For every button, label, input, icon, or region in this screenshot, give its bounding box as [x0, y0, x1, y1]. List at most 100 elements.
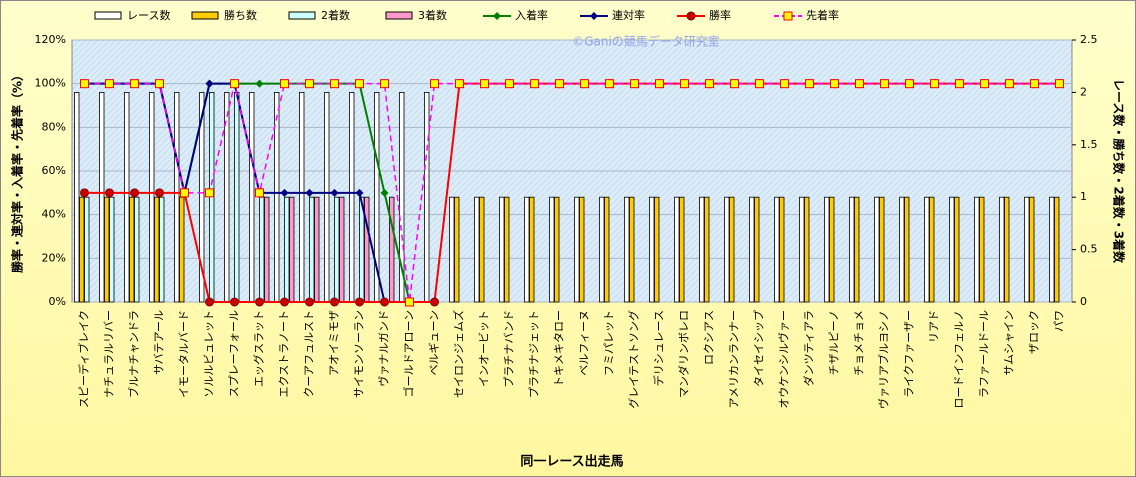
marker — [205, 297, 214, 307]
legend-swatch — [385, 11, 413, 20]
bar — [454, 196, 460, 303]
bar — [549, 196, 555, 303]
x-tick-label: クーアフュルスト — [303, 310, 316, 398]
bar — [504, 196, 510, 303]
bar — [799, 196, 805, 303]
y2-axis-title: レース数・勝ち数・2着数・3着数 — [1112, 79, 1127, 264]
x-tick-label: アオイミモザ — [328, 310, 341, 376]
bar — [554, 196, 560, 303]
bar — [529, 196, 535, 303]
x-tick-label: アメリカンランナー — [728, 310, 741, 408]
marker — [205, 79, 214, 88]
y2-tick-label: 0 — [1080, 295, 1087, 308]
bar — [724, 196, 730, 303]
bar — [149, 92, 155, 303]
bar — [129, 196, 135, 303]
bar — [624, 196, 630, 303]
legend-label: 入着率 — [515, 8, 548, 22]
bar — [699, 196, 705, 303]
legend-label: 先着率 — [806, 8, 839, 22]
legend-marker — [686, 11, 696, 21]
y-tick-label: 80% — [42, 120, 66, 133]
bar — [124, 92, 130, 303]
bar — [729, 196, 735, 303]
x-tick-label: マンダリンボレロ — [677, 310, 691, 398]
bar — [654, 196, 660, 303]
marker — [1030, 79, 1039, 89]
x-tick-label: イモータルバード — [178, 310, 191, 398]
marker — [955, 79, 964, 89]
marker — [255, 297, 264, 307]
bar — [949, 196, 955, 303]
marker — [80, 79, 89, 89]
marker — [930, 79, 939, 89]
marker — [105, 79, 114, 89]
bar — [334, 196, 340, 303]
y2-tick-label: 1.5 — [1080, 138, 1098, 151]
x-tick-label: ベルギューン — [428, 310, 441, 375]
marker — [730, 79, 739, 89]
marker — [605, 79, 614, 89]
bar — [524, 196, 530, 303]
bar — [754, 196, 760, 303]
bar — [84, 196, 90, 303]
marker — [230, 297, 239, 307]
x-tick-label: ライクファーザー — [903, 310, 916, 398]
bar — [749, 196, 755, 303]
marker — [305, 188, 314, 197]
bar — [99, 92, 105, 303]
marker — [555, 79, 564, 89]
x-tick-label: ロクシアス — [703, 310, 716, 365]
x-tick-label: ザロック — [1028, 310, 1041, 354]
bar — [604, 196, 610, 303]
marker — [505, 79, 514, 89]
bar — [324, 92, 330, 303]
bar — [284, 196, 290, 303]
bar — [1024, 196, 1030, 303]
legend-marker — [783, 11, 793, 21]
bar — [339, 196, 345, 303]
y2-tick-label: 2.5 — [1080, 33, 1098, 46]
marker — [430, 79, 439, 89]
bar — [849, 196, 855, 303]
bar — [74, 92, 80, 303]
marker — [380, 188, 389, 197]
marker — [355, 188, 364, 197]
marker — [880, 79, 889, 89]
x-tick-label: タイセイシップ — [753, 310, 766, 387]
marker — [305, 79, 314, 89]
marker — [1055, 79, 1064, 89]
marker — [455, 79, 464, 89]
bar — [134, 196, 140, 303]
bar — [774, 196, 780, 303]
bar — [264, 196, 270, 303]
bar — [954, 196, 960, 303]
x-tick-label: リアド — [928, 310, 941, 343]
marker — [330, 188, 339, 197]
marker — [830, 79, 839, 89]
bar — [449, 196, 455, 303]
x-tick-label: オウケンシルヴァー — [777, 310, 791, 409]
legend-swatch — [288, 11, 316, 20]
bar — [649, 196, 655, 303]
marker — [330, 79, 339, 89]
bar — [924, 196, 930, 303]
bar — [999, 196, 1005, 303]
bar — [1029, 196, 1035, 303]
x-tick-label: トキメキタロー — [553, 310, 566, 387]
bar — [474, 196, 480, 303]
marker — [380, 79, 389, 89]
marker — [1005, 79, 1014, 89]
x-tick-label: ダンツティアラ — [802, 310, 816, 386]
y-tick-label: 40% — [42, 208, 66, 221]
bar — [854, 196, 860, 303]
marker — [680, 79, 689, 89]
marker — [805, 79, 814, 89]
legend-label: 勝率 — [709, 8, 731, 22]
marker — [130, 188, 139, 198]
legend-marker — [590, 12, 598, 20]
watermark: ©Ganiの競馬データ研究室 — [572, 34, 720, 49]
bar — [179, 196, 185, 303]
marker — [280, 79, 289, 89]
x-tick-label: ベルフィーヌ — [578, 310, 591, 376]
